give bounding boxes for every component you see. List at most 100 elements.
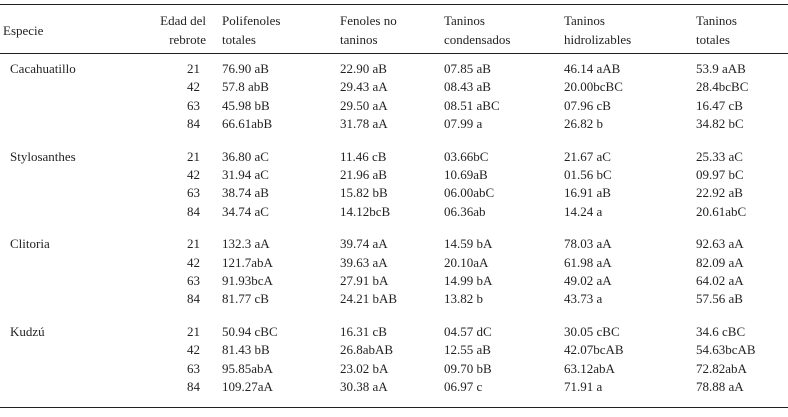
cell-edad: 84: [140, 378, 212, 408]
cell-edad: 63: [187, 273, 200, 289]
table-row: Stylosanthes 21 36.80 aC 11.46 cB 03.66b…: [0, 142, 788, 166]
cell-edad: 84: [187, 203, 200, 219]
cell-totales: 72.82abA: [696, 360, 747, 376]
header-especie-label: Especie: [3, 22, 44, 38]
cell-hidrolizables: 21.67 aC: [564, 148, 611, 164]
cell-totales: 34.6 cBC: [696, 323, 746, 339]
cell-condensados: 03.66bC: [444, 148, 489, 164]
table-row: 63 38.74 aB 15.82 bB 06.00abC 16.91 aB 2…: [0, 184, 788, 202]
species-name-empty: [0, 360, 140, 378]
header-taninos-hidrolizables: Taninos hidrolizables: [558, 4, 690, 54]
cell-hidrolizables: 78.03 aA: [564, 236, 612, 252]
cell-polifenoles: 132.3 aA: [222, 236, 270, 252]
cell-fenoles: 29.43 aA: [340, 79, 388, 95]
header-polifenoles-line2: totales: [222, 32, 256, 47]
cell-hidrolizables: 07.96 cB: [564, 97, 611, 113]
cell-totales: 78.88 aA: [690, 378, 788, 408]
cell-polifenoles: 45.98 bB: [222, 97, 270, 113]
table-row: 84 109.27aA 30.38 aA 06.97 c 71.91 a 78.…: [0, 378, 788, 408]
cell-polifenoles: 36.80 aC: [222, 148, 269, 164]
cell-polifenoles: 38.74 aB: [222, 185, 269, 201]
cell-totales: 54.63bcAB: [696, 342, 756, 358]
header-especie: Especie: [0, 4, 140, 54]
cell-hidrolizables: 42.07bcAB: [564, 342, 624, 358]
cell-totales: 64.02 aA: [696, 273, 744, 289]
cell-edad: 42: [187, 167, 200, 183]
cell-fenoles: 39.74 aA: [340, 236, 388, 252]
cell-totales: 16.47 cB: [696, 97, 743, 113]
header-th-line2: hidrolizables: [564, 32, 632, 47]
cell-edad: 63: [187, 97, 200, 113]
cell-hidrolizables: 49.02 aA: [564, 273, 612, 289]
table-row: 63 45.98 bB 29.50 aA 08.51 aBC 07.96 cB …: [0, 97, 788, 115]
header-edad-line2: rebrote: [169, 32, 206, 47]
cell-polifenoles: 57.8 abB: [222, 79, 269, 95]
species-name-empty: [0, 115, 140, 141]
table-header: Especie Edad del rebrote Polifenoles total…: [0, 4, 788, 54]
species-name-empty: [0, 272, 140, 290]
cell-totales: 82.09 aA: [696, 254, 744, 270]
table-row: 84 66.61abB 31.78 aA 07.99 a 26.82 b 34.…: [0, 115, 788, 141]
cell-edad: 42: [187, 254, 200, 270]
header-edad-line1: Edad del: [160, 13, 206, 28]
table-row: 84 34.74 aC 14.12bcB 06.36ab 14.24 a 20.…: [0, 203, 788, 229]
cell-condensados: 13.82 b: [444, 291, 483, 307]
cell-condensados: 08.51 aBC: [444, 97, 500, 113]
header-tt-line1: Taninos: [696, 13, 737, 28]
cell-polifenoles: 66.61abB: [222, 116, 273, 132]
cell-hidrolizables: 46.14 aAB: [564, 61, 621, 76]
species-group-kudzu: Kudzú 21 50.94 cBC 16.31 cB 04.57 dC 30.…: [0, 317, 788, 408]
cell-edad: 21: [187, 148, 200, 164]
cell-polifenoles: 76.90 aB: [222, 61, 269, 76]
cell-condensados: 06.36ab: [444, 203, 486, 219]
header-fenoles: Fenoles no taninos: [330, 4, 436, 54]
table-row: 42 31.94 aC 21.96 aB 10.69aB 01.56 bC 09…: [0, 166, 788, 184]
cell-edad: 21: [187, 236, 200, 252]
cell-hidrolizables: 01.56 bC: [564, 167, 612, 183]
cell-condensados: 07.99 a: [444, 116, 483, 132]
cell-condensados: 06.97 c: [436, 378, 558, 408]
species-name-empty: [0, 378, 140, 408]
species-name-empty: [0, 166, 140, 184]
table-row: Kudzú 21 50.94 cBC 16.31 cB 04.57 dC 30.…: [0, 317, 788, 341]
cell-fenoles: 30.38 aA: [330, 378, 436, 408]
species-name-empty: [0, 290, 140, 316]
cell-fenoles: 39.63 aA: [340, 254, 388, 270]
header-polifenoles: Polifenoles totales: [212, 4, 330, 54]
table-row: 63 95.85abA 23.02 bA 09.70 bB 63.12abA 7…: [0, 360, 788, 378]
header-fenoles-line1: Fenoles no: [340, 13, 397, 28]
table-row: 42 81.43 bB 26.8abAB 12.55 aB 42.07bcAB …: [0, 341, 788, 359]
cell-edad: 63: [187, 185, 200, 201]
table-row: Cacahuatillo 21 76.90 aB 22.90 aB 07.85 …: [0, 54, 788, 79]
species-name: Clitoria: [10, 236, 50, 252]
cell-fenoles: 29.50 aA: [340, 97, 388, 113]
species-group-clitoria: Clitoria 21 132.3 aA 39.74 aA 14.59 bA 7…: [0, 229, 788, 317]
cell-polifenoles: 121.7abA: [222, 254, 273, 270]
cell-condensados: 08.43 aB: [444, 79, 491, 95]
header-fenoles-line2: taninos: [340, 32, 378, 47]
cell-fenoles: 15.82 bB: [340, 185, 388, 201]
cell-fenoles: 14.12bcB: [340, 203, 391, 219]
cell-totales: 22.92 aB: [696, 185, 743, 201]
tannin-table: Especie Edad del rebrote Polifenoles total…: [0, 4, 788, 408]
cell-totales: 25.33 aC: [696, 148, 743, 164]
cell-edad: 84: [187, 116, 200, 132]
cell-edad: 21: [187, 61, 200, 76]
cell-hidrolizables: 30.05 cBC: [564, 323, 620, 339]
species-group-cacahuatillo: Cacahuatillo 21 76.90 aB 22.90 aB 07.85 …: [0, 54, 788, 142]
species-name-empty: [0, 78, 140, 96]
cell-fenoles: 23.02 bA: [340, 360, 389, 376]
cell-fenoles: 11.46 cB: [340, 148, 387, 164]
cell-condensados: 06.00abC: [444, 185, 495, 201]
table-row: Clitoria 21 132.3 aA 39.74 aA 14.59 bA 7…: [0, 229, 788, 253]
header-th-line1: Taninos: [564, 13, 605, 28]
cell-polifenoles: 81.43 bB: [222, 342, 270, 358]
species-name: Kudzú: [10, 323, 45, 339]
cell-polifenoles: 81.77 cB: [222, 291, 269, 307]
header-tc-line2: condensados: [444, 32, 511, 47]
cell-condensados: 14.59 bA: [444, 236, 493, 252]
header-taninos-totales: Taninos totales: [690, 4, 788, 54]
cell-polifenoles: 95.85abA: [222, 360, 273, 376]
cell-fenoles: 31.78 aA: [340, 116, 388, 132]
cell-hidrolizables: 20.00bcBC: [564, 79, 623, 95]
